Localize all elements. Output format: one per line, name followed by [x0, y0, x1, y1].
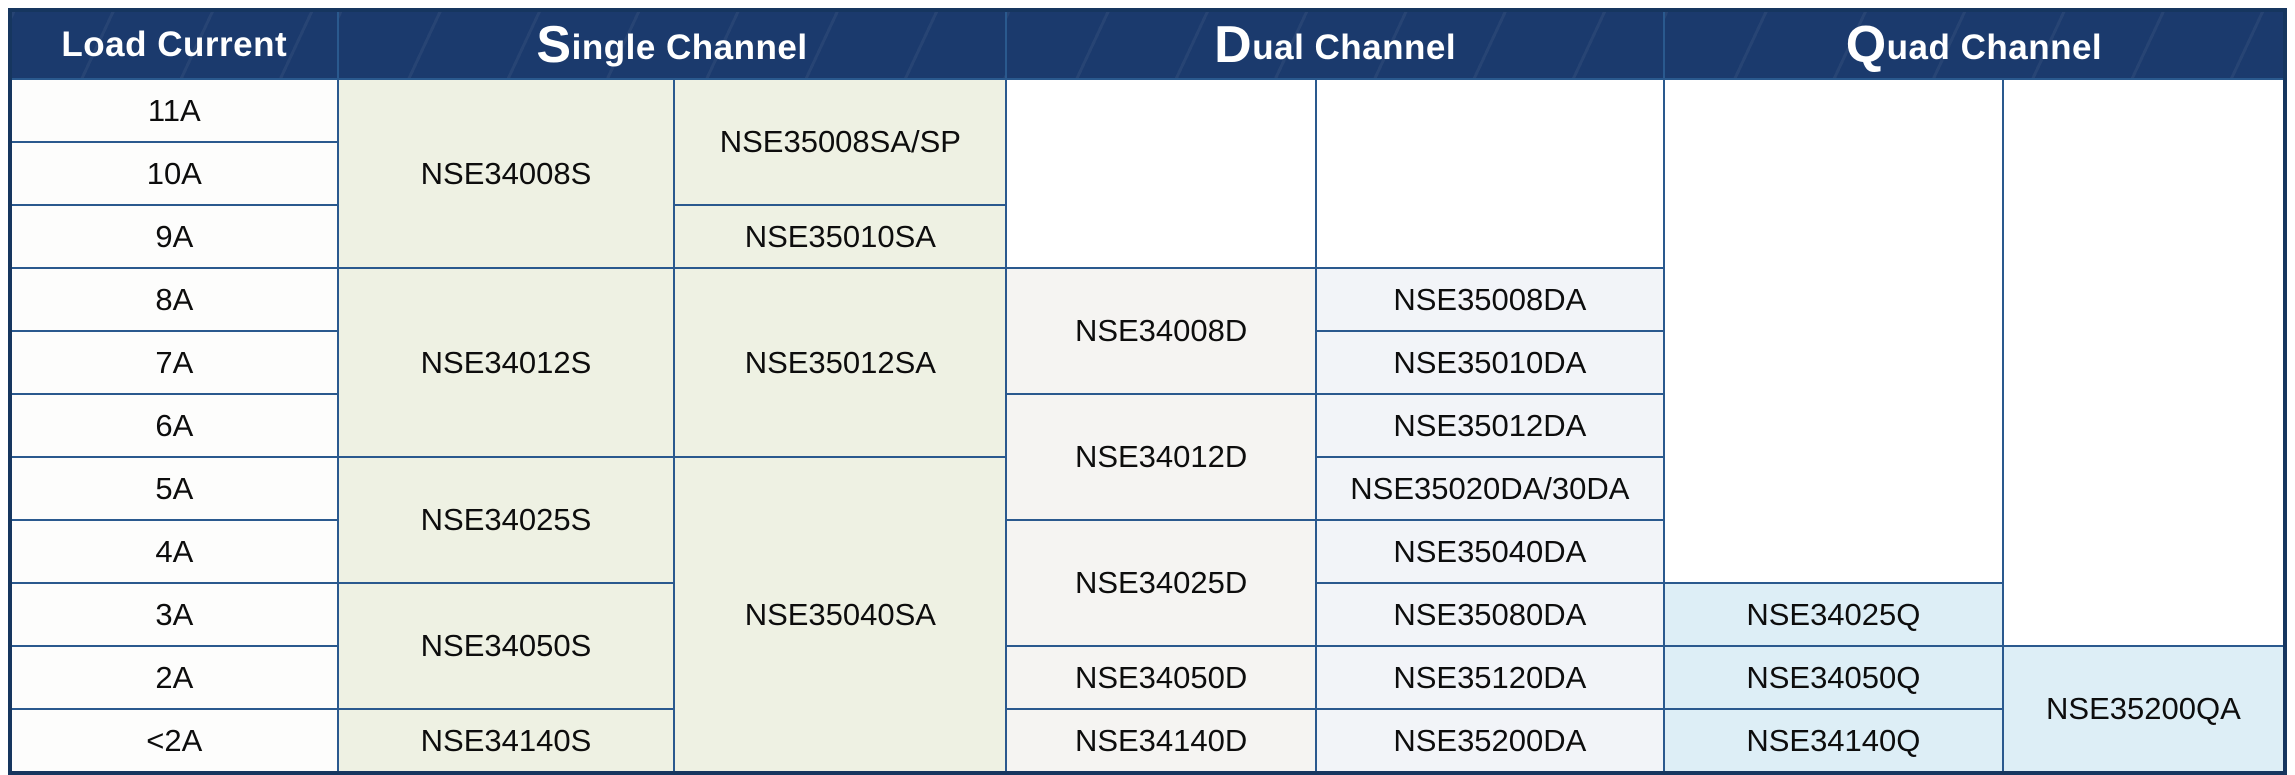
header-dual-rest: ual Channel	[1252, 28, 1457, 67]
load-current-cell: 3A	[9, 582, 339, 647]
load-current-cell: 10A	[9, 141, 339, 206]
row-9a: 9A NSE35010SA	[9, 204, 2285, 269]
part-cell-nse35010sa: NSE35010SA	[673, 204, 1008, 269]
header-load-current: Load Current	[9, 9, 339, 80]
part-cell-nse34050s: NSE34050S	[336, 582, 676, 710]
part-cell-nse34050d: NSE34050D	[1005, 645, 1317, 710]
part-cell-nse34025q: NSE34025Q	[1662, 582, 2004, 647]
header-dual-channel: Dual Channel	[1005, 9, 1665, 80]
load-current-cell: <2A	[9, 708, 339, 774]
product-selector-table: Load Current Single Channel Dual Channel…	[8, 8, 2287, 775]
part-cell-nse35040da: NSE35040DA	[1314, 519, 1665, 584]
part-cell-nse35020da-30da: NSE35020DA/30DA	[1314, 456, 1665, 521]
row-2a: 2A NSE34050D NSE35120DA NSE34050Q NSE352…	[9, 645, 2287, 774]
part-cell-nse35010da: NSE35010DA	[1314, 330, 1665, 395]
row-11a: 11A NSE34008S NSE35008SA/SP	[9, 78, 2287, 647]
row-lt2a: <2A NSE34140S NSE34140D NSE35200DA NSE34…	[9, 708, 2285, 774]
header-load-current-label: Load Current	[61, 25, 288, 64]
part-cell-nse35040sa: NSE35040SA	[673, 456, 1008, 774]
header-quad-rest: uad Channel	[1886, 28, 2103, 67]
part-cell-nse35012da: NSE35012DA	[1314, 393, 1665, 458]
load-current-cell: 6A	[9, 393, 339, 458]
load-current-cell: 5A	[9, 456, 339, 521]
part-cell-nse34050q: NSE34050Q	[1662, 645, 2004, 710]
part-cell-nse35012sa: NSE35012SA	[673, 267, 1008, 458]
empty-cell-dual-a	[1005, 78, 1317, 269]
header-single-channel: Single Channel	[336, 9, 1008, 80]
load-current-cell: 8A	[9, 267, 339, 332]
part-cell-nse35008da: NSE35008DA	[1314, 267, 1665, 332]
load-current-cell: 2A	[9, 645, 339, 710]
header-single-initial: S	[536, 16, 572, 74]
part-cell-nse35080da: NSE35080DA	[1314, 582, 1665, 647]
row-3a: 3A NSE34050S NSE35080DA NSE34025Q	[9, 582, 2285, 710]
part-cell-nse34008s: NSE34008S	[336, 78, 676, 269]
load-current-cell: 11A	[9, 78, 339, 143]
header-quad-channel: Quad Channel	[1662, 9, 2287, 80]
load-current-cell: 7A	[9, 330, 339, 395]
part-cell-nse35200da: NSE35200DA	[1314, 708, 1665, 774]
part-cell-nse34025d: NSE34025D	[1005, 519, 1317, 647]
part-cell-nse34140q: NSE34140Q	[1662, 708, 2004, 774]
part-cell-nse34140d: NSE34140D	[1005, 708, 1317, 774]
load-current-cell: 4A	[9, 519, 339, 584]
part-cell-nse34025s: NSE34025S	[336, 456, 676, 584]
empty-cell-dual-b	[1314, 78, 1665, 269]
row-6a: 6A NSE34012D NSE35012DA	[9, 393, 2285, 521]
empty-cell-quad-a	[1662, 78, 2004, 584]
header-single-rest: ingle Channel	[571, 28, 808, 67]
row-5a: 5A NSE34025S NSE35040SA NSE35020DA/30DA	[9, 456, 2285, 774]
part-cell-nse34012s: NSE34012S	[336, 267, 676, 458]
part-cell-nse34140s: NSE34140S	[336, 708, 676, 774]
load-current-cell: 9A	[9, 204, 339, 269]
header-dual-initial: D	[1214, 16, 1253, 74]
row-8a: 8A NSE34012S NSE35012SA NSE34008D NSE350…	[9, 267, 2285, 458]
part-cell-nse34008d: NSE34008D	[1005, 267, 1317, 395]
part-cell-nse35200qa: NSE35200QA	[2001, 645, 2287, 774]
header-row: Load Current Single Channel Dual Channel…	[9, 9, 2287, 80]
part-cell-nse35120da: NSE35120DA	[1314, 645, 1665, 710]
row-10a: 10A	[9, 141, 2285, 206]
part-cell-nse34012d: NSE34012D	[1005, 393, 1317, 521]
row-4a: 4A NSE34025D NSE35040DA	[9, 519, 2285, 647]
empty-cell-quad-b	[2001, 78, 2287, 647]
part-cell-nse35008sa-sp: NSE35008SA/SP	[673, 78, 1008, 206]
header-quad-initial: Q	[1845, 16, 1887, 74]
row-7a: 7A NSE35010DA	[9, 330, 2285, 395]
